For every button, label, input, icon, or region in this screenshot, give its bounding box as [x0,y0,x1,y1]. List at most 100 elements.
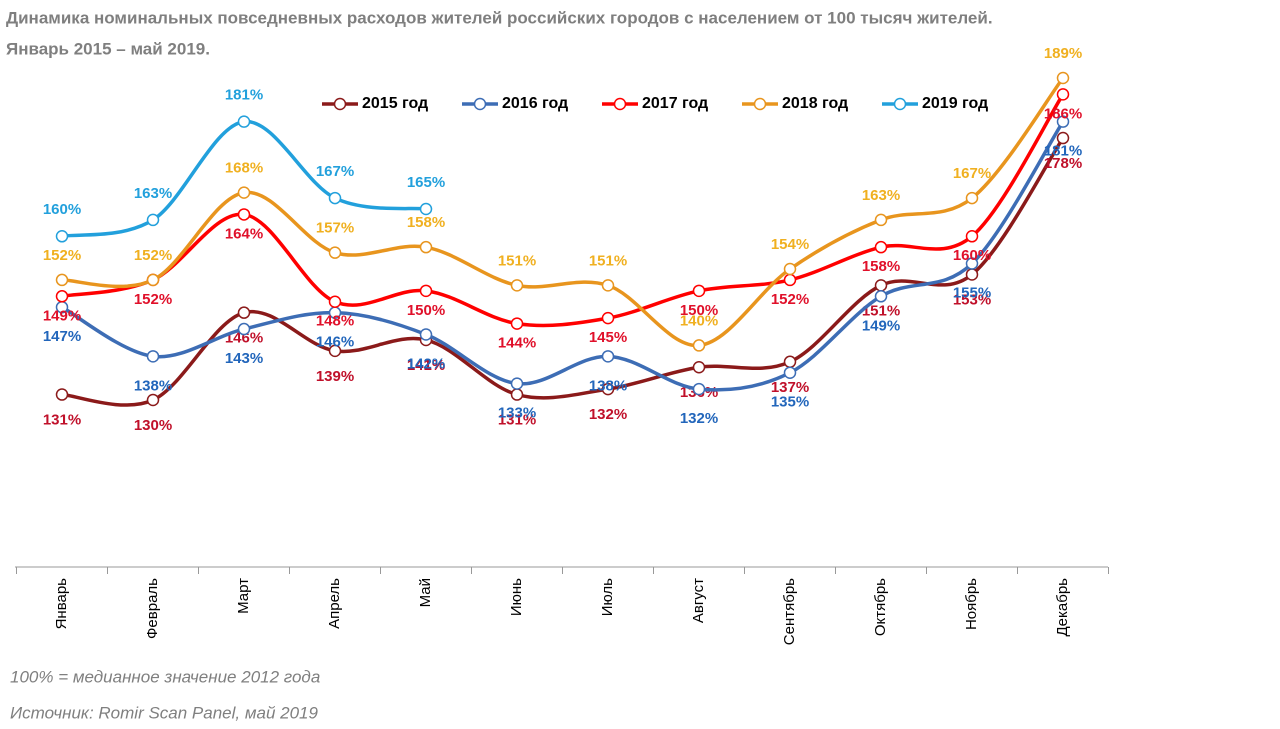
data-point [419,202,433,216]
data-point [510,279,524,292]
legend-marker [613,97,627,111]
legend-marker [333,97,347,111]
data-point [55,290,69,303]
legend-marker [473,97,487,111]
x-tick-label: Май [417,578,434,607]
legend-label: 2016 год [502,95,568,112]
x-tick-label: Июль [599,578,616,616]
data-label: 168% [225,160,263,177]
legend-label: 2015 год [362,95,428,112]
data-point [601,279,615,292]
data-point [601,311,615,325]
x-tick-label: Февраль [144,578,161,639]
data-label: 150% [407,302,445,319]
data-point [783,366,797,379]
data-point [237,208,251,221]
data-point [965,230,979,243]
data-label: 141% [407,357,445,374]
series-line [61,93,1065,328]
data-point [874,213,888,227]
legend-label: 2018 год [782,95,848,112]
data-label: 163% [862,187,900,204]
data-point [1056,71,1070,85]
x-tick-label: Март [235,578,252,614]
data-label: 143% [225,350,263,367]
data-label: 140% [680,312,718,329]
data-point [146,213,160,227]
data-label: 167% [316,163,354,180]
series-line [61,120,1065,392]
data-point [419,284,433,298]
data-point [783,262,797,276]
data-point [783,273,797,287]
data-point [510,377,524,390]
data-label: 138% [134,377,172,394]
data-point [692,284,706,298]
data-label: 132% [589,406,627,423]
data-point [146,393,160,407]
data-point [146,273,160,287]
data-label: 149% [43,307,81,324]
series-line [61,76,1065,348]
data-point [237,322,251,336]
data-label: 131% [43,412,81,429]
data-point [55,230,69,243]
series-line [61,137,1065,407]
chart-title: Динамика номинальных повседневных расход… [6,8,993,27]
data-label: 158% [862,258,900,275]
legend-marker [753,97,767,111]
data-point [1056,131,1070,145]
note: Источник: Romir Scan Panel, май 2019 [10,703,319,722]
note: 100% = медианное значение 2012 года [10,667,320,686]
data-label: 151% [862,302,900,319]
data-point [874,290,888,303]
data-point [328,246,342,259]
data-label: 186% [1044,105,1082,122]
data-point [874,240,888,254]
data-label: 146% [316,334,354,351]
data-point [965,257,979,270]
x-tick-label: Сентябрь [781,578,798,645]
data-label: 133% [498,405,536,422]
data-label: 142% [407,355,445,372]
x-tick-label: Апрель [326,578,343,629]
data-label: 165% [407,174,445,191]
legend-label: 2017 год [642,95,708,112]
data-label: 150% [680,302,718,319]
x-tick-label: Январь [53,578,70,630]
data-label: 153% [953,291,991,308]
x-tick-label: Декабрь [1054,578,1071,637]
data-point [419,240,433,254]
x-tick-label: Август [690,578,707,623]
data-label: 148% [316,313,354,330]
x-tick-label: Ноябрь [963,578,980,630]
data-point [328,295,342,309]
data-label: 164% [225,225,263,242]
data-point [146,350,160,363]
x-tick-label: Июнь [508,578,525,616]
data-label: 189% [1044,45,1082,62]
data-label: 158% [407,214,445,231]
data-point [965,268,979,281]
data-label: 155% [953,285,991,302]
data-label: 138% [589,377,627,394]
data-label: 149% [862,317,900,334]
data-point [692,339,706,352]
data-point [510,317,524,330]
data-point [601,350,615,363]
data-label: 181% [1044,143,1082,160]
data-label: 163% [134,185,172,202]
data-point [874,279,888,292]
data-point [692,382,706,396]
data-point [510,388,524,401]
data-label: 131% [498,412,536,429]
data-label: 152% [43,247,81,264]
data-point [601,382,615,396]
data-label: 130% [134,417,172,434]
x-tick-label: Октябрь [872,578,889,636]
data-point [237,115,251,128]
data-point [692,361,706,374]
data-label: 154% [771,236,809,253]
data-label: 152% [771,291,809,308]
